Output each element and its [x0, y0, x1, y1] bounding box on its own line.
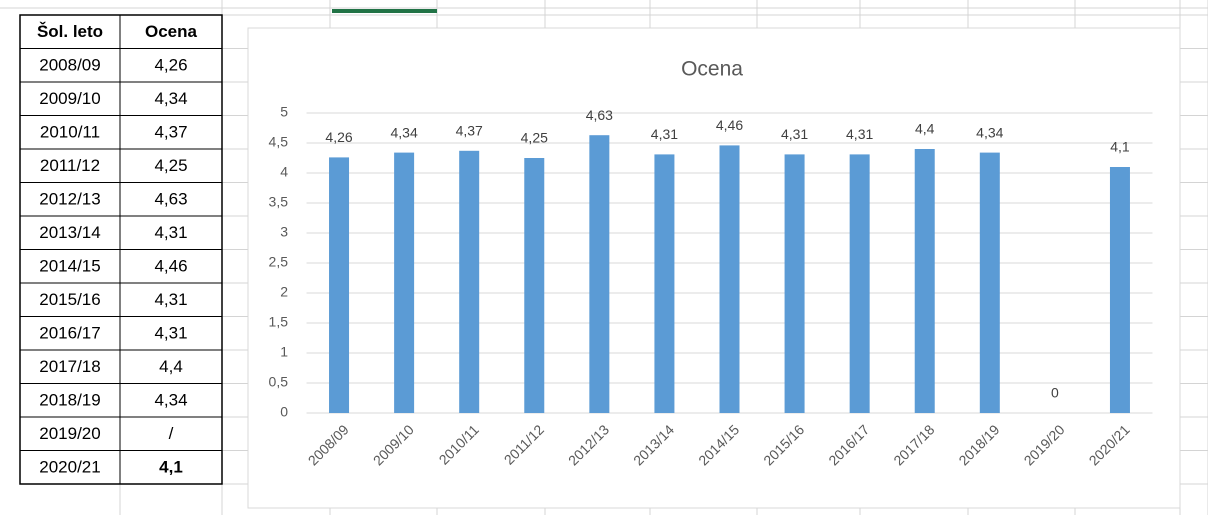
table-header: Ocena [145, 22, 198, 41]
y-tick-label: 1 [280, 344, 288, 360]
data-label: 4,37 [456, 123, 483, 139]
bar [914, 149, 935, 413]
table-cell: 4,46 [154, 257, 187, 276]
table-cell: 2018/19 [39, 391, 100, 410]
data-label: 4,1 [1110, 139, 1130, 155]
data-label: 4,25 [521, 130, 548, 146]
bar [654, 154, 675, 413]
bar [329, 157, 350, 413]
table-cell: 4,34 [154, 391, 187, 410]
table-cell: 2019/20 [39, 424, 100, 443]
y-tick-label: 4 [280, 164, 288, 180]
table-cell: 4,25 [154, 156, 187, 175]
table-cell: 2014/15 [39, 257, 100, 276]
selected-cell-indicator [332, 9, 437, 13]
bar [719, 145, 740, 413]
bar [784, 154, 805, 413]
data-label: 4,34 [976, 124, 1003, 140]
data-label: 4,31 [781, 126, 808, 142]
bar [849, 154, 870, 413]
data-label: 4,4 [915, 121, 935, 137]
table-cell: 2008/09 [39, 56, 100, 75]
bar [979, 152, 1000, 413]
data-label: 4,46 [716, 117, 743, 133]
bar [459, 150, 480, 414]
table-cell: 2012/13 [39, 190, 100, 209]
data-label: 4,31 [846, 126, 873, 142]
bar [524, 158, 545, 413]
table-cell: 2011/12 [40, 156, 100, 175]
chart-title: Ocena [681, 58, 743, 81]
bar [394, 152, 415, 413]
y-tick-label: 3,5 [269, 194, 289, 210]
chart-area[interactable] [247, 27, 1181, 509]
table-cell: 2017/18 [39, 357, 100, 376]
data-label: 4,63 [586, 107, 613, 123]
table-cell: 2020/21 [39, 458, 100, 477]
table-cell: 2015/16 [39, 290, 100, 309]
y-tick-label: 0 [280, 404, 288, 420]
y-tick-label: 2 [280, 284, 288, 300]
table-cell: 2010/11 [40, 123, 100, 142]
table-cell: 4,26 [154, 56, 187, 75]
data-label: 4,34 [390, 124, 417, 140]
table-cell: 4,31 [154, 290, 187, 309]
y-tick-label: 1,5 [269, 314, 289, 330]
data-label: 4,31 [651, 126, 678, 142]
bar [589, 135, 610, 413]
table-header: Šol. leto [37, 22, 103, 41]
bar [1109, 167, 1130, 413]
table-cell: 4,31 [154, 324, 187, 343]
y-tick-label: 4,5 [269, 134, 289, 150]
table-cell: 4,34 [154, 89, 187, 108]
y-tick-label: 0,5 [269, 374, 289, 390]
data-label: 0 [1051, 385, 1059, 401]
y-tick-label: 2,5 [269, 254, 289, 270]
table-cell: 2013/14 [39, 223, 100, 242]
y-tick-label: 5 [280, 104, 288, 120]
table-cell: 4,1 [159, 458, 183, 477]
table-cell: / [169, 424, 174, 443]
table-cell: 4,31 [154, 223, 187, 242]
y-tick-label: 3 [280, 224, 288, 240]
table-cell: 4,4 [159, 357, 183, 376]
table-cell: 2016/17 [39, 324, 100, 343]
table-cell: 4,63 [154, 190, 187, 209]
table-cell: 2009/10 [39, 89, 100, 108]
data-label: 4,26 [325, 129, 352, 145]
table-cell: 4,37 [154, 123, 187, 142]
